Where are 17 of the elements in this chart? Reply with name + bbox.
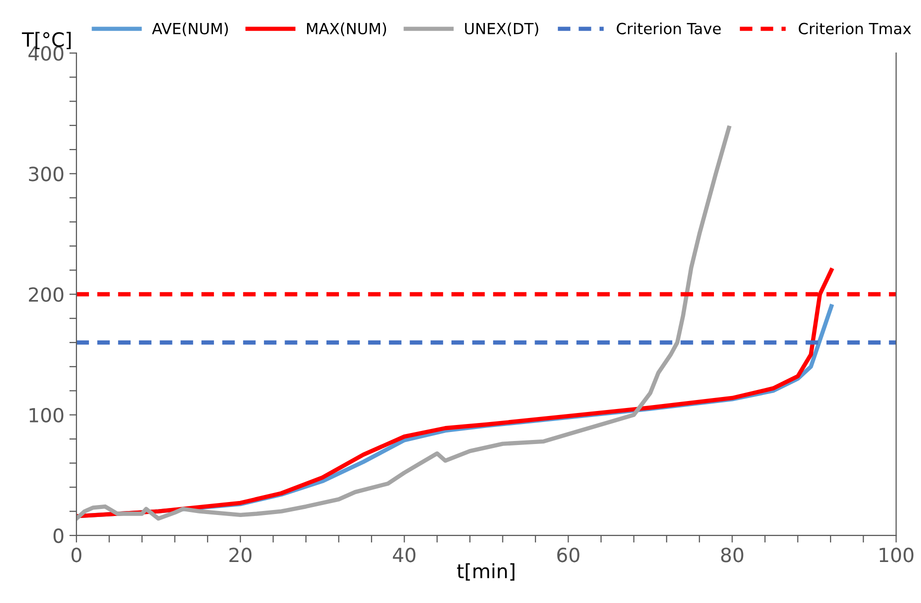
x-tick-label: 100 xyxy=(880,548,914,562)
y-tick-label: 100 xyxy=(30,408,64,423)
y-tick-label: 300 xyxy=(29,166,64,182)
y-tick-label: 200 xyxy=(28,287,64,302)
legend-label: AVE(NUM) xyxy=(152,22,228,36)
legend-label: Criterion Tave xyxy=(616,22,721,34)
line-series xyxy=(76,126,731,521)
x-tick-label: 40 xyxy=(392,548,416,562)
x-tick-label: 80 xyxy=(721,548,744,562)
x-tick-label: 0 xyxy=(72,548,82,562)
legend-label: Criterion Tmax xyxy=(798,22,912,34)
x-tick-label: 60 xyxy=(557,548,580,562)
x-axis-title: t[min] xyxy=(457,563,514,581)
legend-label: UNEX(DT) xyxy=(465,22,538,36)
legend-label: MAX(NUM) xyxy=(307,22,386,36)
x-tick-label: 20 xyxy=(229,548,252,562)
y-tick-label: 0 xyxy=(54,528,64,544)
